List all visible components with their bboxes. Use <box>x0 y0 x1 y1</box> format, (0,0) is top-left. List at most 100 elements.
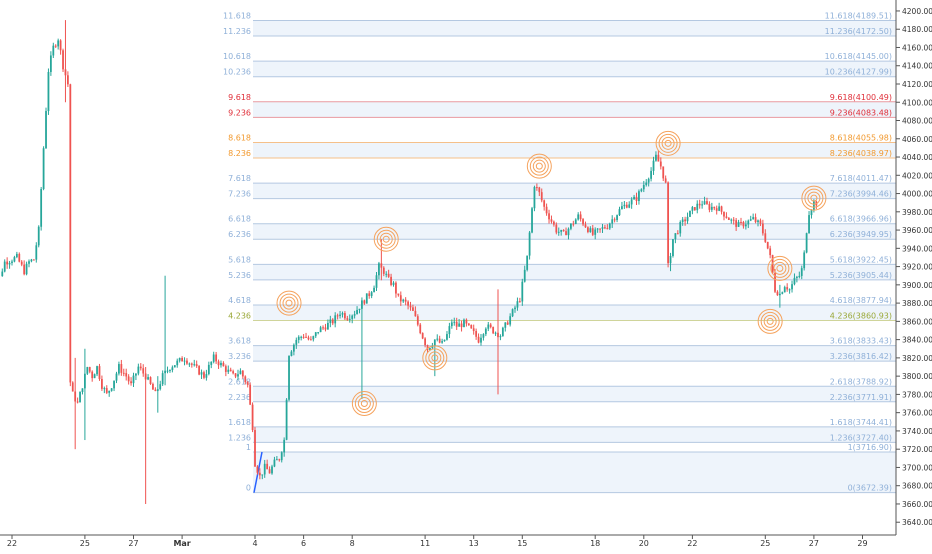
target-ring <box>351 391 377 417</box>
fib-ratio-label: 0 <box>246 484 251 493</box>
candle-body <box>358 308 361 310</box>
candle-body <box>757 220 759 223</box>
fib-ratio-label: 7.236 <box>228 190 251 199</box>
candle-body <box>492 327 495 334</box>
candle-body <box>331 319 334 324</box>
candle-body <box>45 111 47 149</box>
candle-body <box>368 293 371 296</box>
candle-body <box>577 214 580 220</box>
candle-body <box>608 223 611 229</box>
candle-body <box>156 389 159 392</box>
time-tick-label: 20 <box>639 539 649 548</box>
fib-price-label: 7.618(4011.47) <box>830 174 892 183</box>
candle-body <box>241 370 244 377</box>
candle-body <box>263 463 266 475</box>
candle-body <box>8 262 11 265</box>
price-tick-label: 3960.00 <box>902 226 932 235</box>
candle-body <box>606 228 609 230</box>
candle-body <box>363 300 366 304</box>
candle-body <box>324 327 327 330</box>
candle-body <box>244 376 247 383</box>
time-tick-label: Mar <box>173 539 190 548</box>
candle-body <box>93 374 96 379</box>
target-ring <box>760 311 780 331</box>
price-tick-label: 4180.00 <box>902 25 932 34</box>
candle-body <box>720 206 723 212</box>
target-ring <box>529 156 549 176</box>
candle-body <box>574 219 577 224</box>
time-tick-label: 22 <box>687 539 697 548</box>
time-axis[interactable]: 22 25 27 Mar 4 6 8 11 13 15 18 20 22 25 27 29 <box>0 534 896 548</box>
candle-body <box>327 322 329 330</box>
candle-body <box>557 231 560 233</box>
candle-body <box>805 233 808 253</box>
fib-ratio-label: 8.236 <box>228 149 251 158</box>
candle-body <box>341 313 344 315</box>
candle-body <box>351 315 354 319</box>
candle-body <box>778 293 781 296</box>
price-tick-label: 3720.00 <box>902 445 932 454</box>
candle-body <box>604 227 606 229</box>
candle-body <box>752 217 755 220</box>
candle-body <box>808 215 810 234</box>
candle-body <box>761 223 764 234</box>
candle-body <box>659 161 662 167</box>
candle-body <box>220 362 222 366</box>
candle-body <box>88 367 91 372</box>
candle-body <box>176 360 179 366</box>
candle-body <box>450 322 453 327</box>
candle-body <box>611 219 614 224</box>
price-tick-label: 3780.00 <box>902 390 932 399</box>
candle-body <box>195 364 198 367</box>
fib-ratio-label: 7.618 <box>228 174 251 183</box>
fib-price-label: 6.236(3949.95) <box>830 230 892 239</box>
fib-ratio-label: 8.618 <box>228 133 251 142</box>
candle-body <box>387 273 390 277</box>
candle-body <box>125 373 128 377</box>
candle-body <box>672 239 674 257</box>
price-tick-label: 3840.00 <box>902 336 932 345</box>
candle-body <box>625 204 628 208</box>
candle-body <box>477 336 480 343</box>
candle-body <box>523 269 526 282</box>
candle-body <box>13 257 16 262</box>
candle-body <box>501 327 504 337</box>
candle-body <box>275 459 278 461</box>
fib-price-label: 11.618(4189.51) <box>825 12 892 21</box>
candle-body <box>499 336 502 338</box>
target-ring <box>810 194 818 202</box>
fib-band <box>253 386 896 402</box>
candle-body <box>319 327 322 333</box>
price-tick-label: 4020.00 <box>902 171 932 180</box>
fib-price-label: 3.618(3833.43) <box>830 337 892 346</box>
candle-body <box>803 252 806 269</box>
candle-body <box>621 206 623 210</box>
candle-body <box>616 215 618 220</box>
fib-band <box>253 20 896 37</box>
candle-body <box>742 221 745 227</box>
candle-body <box>188 363 191 365</box>
candle-body <box>210 361 213 365</box>
candle-body <box>42 148 45 190</box>
candle-body <box>419 324 422 334</box>
candle-body <box>52 45 55 56</box>
candle-body <box>249 384 252 405</box>
candle-body <box>431 345 434 349</box>
candle-body <box>292 344 295 352</box>
candle-body <box>385 273 388 275</box>
candle-body <box>375 275 378 288</box>
candle-body <box>1 271 4 277</box>
fib-levels: 11.618 11.618(4189.51)11.236 11.236(4172.5… <box>223 12 896 494</box>
candle-body <box>339 314 341 316</box>
candle-body <box>698 203 701 206</box>
time-tick-label: 6 <box>301 539 306 548</box>
candle-body <box>667 182 669 264</box>
candle-body <box>630 199 633 205</box>
time-tick-label: 15 <box>517 539 527 548</box>
fib-ratio-label: 11.618 <box>223 12 251 21</box>
candle-body <box>86 367 89 374</box>
target-ring <box>661 136 675 150</box>
price-axis[interactable]: 3640.00 3660.00 3680.00 3700.00 3720.00 3740.… <box>895 0 932 535</box>
